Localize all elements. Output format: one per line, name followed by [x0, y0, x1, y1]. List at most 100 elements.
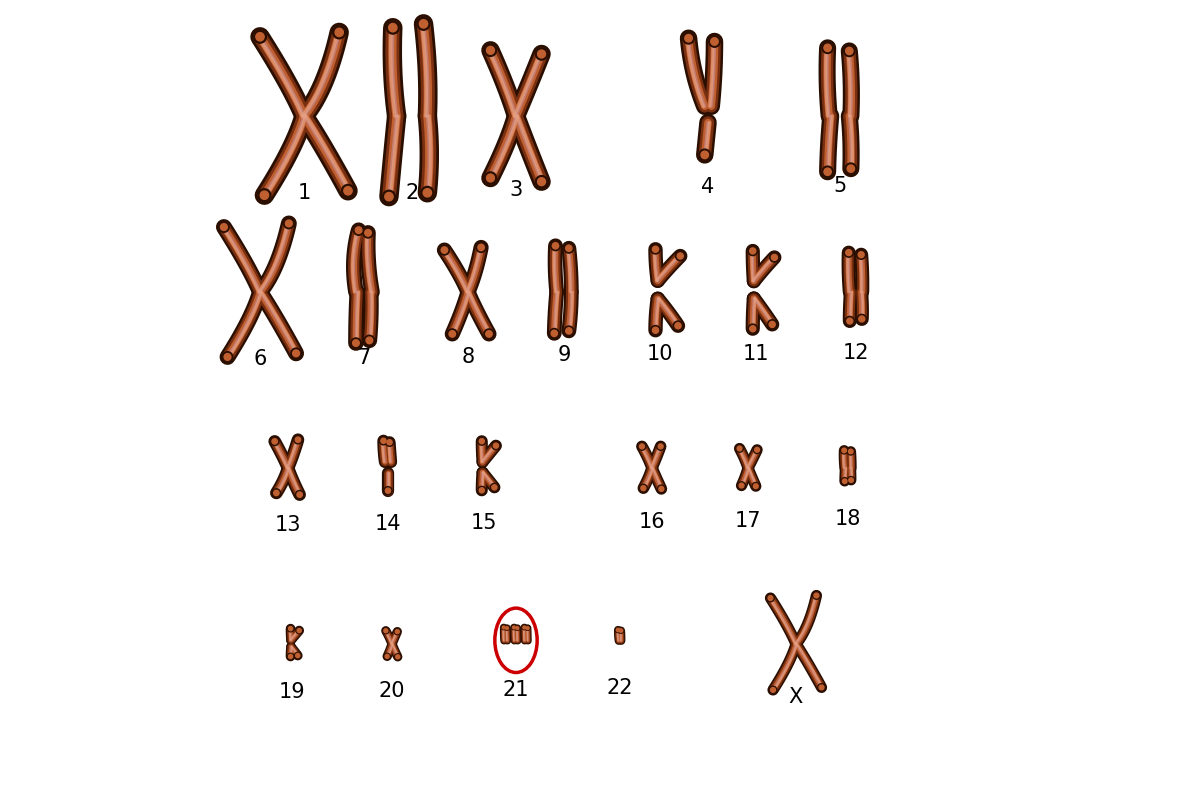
Circle shape — [846, 250, 852, 255]
Circle shape — [824, 44, 832, 51]
Circle shape — [698, 149, 710, 161]
Circle shape — [820, 685, 824, 690]
Circle shape — [812, 592, 820, 599]
Circle shape — [332, 26, 346, 38]
Circle shape — [640, 484, 647, 492]
Circle shape — [526, 626, 530, 630]
Circle shape — [296, 627, 302, 634]
Circle shape — [750, 326, 756, 332]
Circle shape — [342, 185, 354, 198]
Circle shape — [824, 168, 832, 175]
Circle shape — [396, 655, 400, 659]
Circle shape — [859, 316, 865, 322]
Circle shape — [650, 245, 660, 254]
Circle shape — [512, 626, 516, 629]
Circle shape — [656, 442, 665, 450]
Circle shape — [739, 483, 744, 488]
Circle shape — [847, 477, 854, 484]
Circle shape — [385, 438, 394, 446]
Circle shape — [641, 486, 646, 490]
Circle shape — [288, 654, 293, 658]
Circle shape — [503, 626, 505, 629]
Text: 22: 22 — [607, 678, 634, 698]
Circle shape — [384, 486, 392, 494]
Circle shape — [258, 189, 271, 202]
Circle shape — [701, 151, 708, 158]
Circle shape — [842, 479, 847, 483]
Circle shape — [478, 486, 486, 494]
Circle shape — [659, 486, 664, 491]
Circle shape — [677, 253, 683, 259]
Circle shape — [858, 252, 864, 258]
Circle shape — [814, 593, 818, 598]
Text: X: X — [788, 687, 803, 707]
Circle shape — [492, 442, 500, 450]
Text: 6: 6 — [253, 349, 266, 369]
Circle shape — [296, 492, 302, 498]
Circle shape — [736, 445, 743, 452]
Text: 20: 20 — [379, 682, 406, 702]
Circle shape — [493, 443, 498, 448]
Circle shape — [522, 626, 527, 630]
Circle shape — [384, 629, 388, 633]
Circle shape — [421, 186, 433, 199]
Circle shape — [288, 626, 293, 630]
Circle shape — [535, 175, 547, 188]
Circle shape — [294, 652, 301, 658]
Circle shape — [709, 36, 720, 47]
Circle shape — [274, 490, 280, 496]
Circle shape — [366, 337, 373, 344]
Text: 1: 1 — [298, 183, 311, 203]
Text: 9: 9 — [557, 346, 571, 366]
Circle shape — [354, 225, 364, 235]
Circle shape — [857, 314, 866, 323]
Circle shape — [618, 628, 624, 634]
Circle shape — [768, 596, 773, 601]
Circle shape — [516, 626, 518, 630]
Circle shape — [673, 321, 683, 330]
Circle shape — [385, 654, 389, 658]
Circle shape — [424, 189, 432, 197]
Text: 21: 21 — [503, 680, 529, 700]
Circle shape — [395, 629, 401, 634]
Circle shape — [270, 438, 278, 446]
Circle shape — [448, 329, 457, 339]
Circle shape — [752, 482, 760, 490]
Circle shape — [658, 485, 665, 493]
Circle shape — [550, 329, 559, 338]
Circle shape — [845, 163, 857, 174]
Text: 14: 14 — [374, 514, 401, 534]
Circle shape — [685, 34, 692, 42]
Circle shape — [750, 248, 756, 254]
Circle shape — [484, 329, 494, 339]
Circle shape — [287, 654, 294, 660]
Circle shape — [748, 324, 757, 334]
Circle shape — [638, 442, 646, 450]
Circle shape — [523, 626, 526, 629]
Circle shape — [683, 33, 695, 44]
Circle shape — [221, 224, 227, 230]
Circle shape — [676, 251, 685, 261]
Circle shape — [538, 178, 546, 186]
Circle shape — [485, 172, 497, 184]
Circle shape — [418, 18, 430, 30]
Circle shape — [842, 448, 846, 453]
Text: 7: 7 — [358, 348, 371, 368]
Circle shape — [224, 354, 230, 360]
Circle shape — [535, 48, 547, 60]
Circle shape — [770, 687, 775, 692]
Circle shape — [419, 20, 427, 28]
Circle shape — [385, 193, 394, 201]
Circle shape — [386, 22, 400, 34]
Circle shape — [479, 438, 485, 444]
Circle shape — [383, 628, 389, 634]
Circle shape — [512, 626, 516, 630]
Circle shape — [365, 230, 371, 236]
Circle shape — [640, 444, 644, 449]
Circle shape — [344, 186, 352, 195]
Circle shape — [658, 444, 664, 449]
Circle shape — [564, 326, 574, 336]
Circle shape — [653, 246, 659, 252]
Circle shape — [355, 227, 362, 234]
Circle shape — [755, 447, 760, 452]
